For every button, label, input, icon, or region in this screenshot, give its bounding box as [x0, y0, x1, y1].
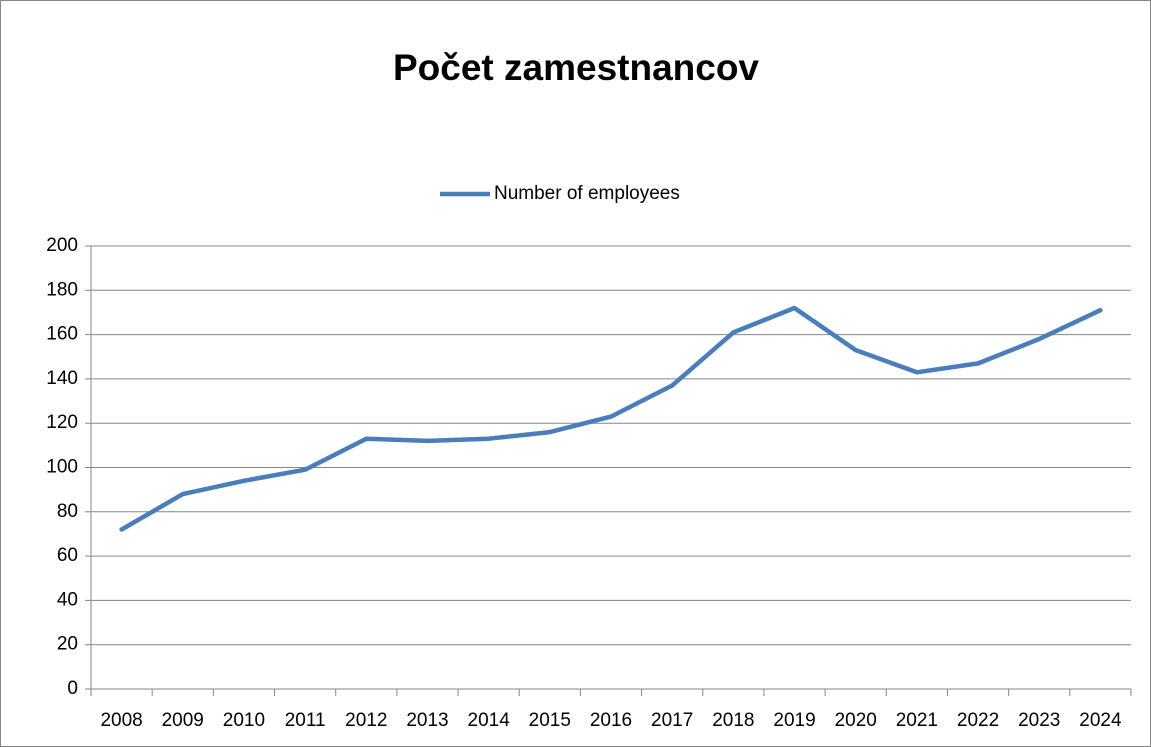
- x-tick-label: 2012: [345, 710, 387, 731]
- legend-label: Number of employees: [494, 183, 680, 204]
- y-tick-label: 20: [57, 634, 78, 655]
- x-tick-label: 2020: [835, 710, 877, 731]
- y-tick-label: 160: [46, 324, 78, 345]
- x-tick-label: 2024: [1079, 710, 1122, 731]
- x-tick-label: 2016: [590, 710, 632, 731]
- x-tick-label: 2022: [957, 710, 999, 731]
- x-tick-label: 2018: [712, 710, 754, 731]
- x-tick-label: 2008: [100, 710, 142, 731]
- y-tick-label: 140: [46, 368, 78, 389]
- x-tick-label: 2023: [1018, 710, 1060, 731]
- chart-title: Počet zamestnancov: [393, 47, 759, 88]
- x-tick-label: 2010: [223, 710, 265, 731]
- x-tick-label: 2011: [285, 710, 326, 731]
- data-line: [119, 305, 1103, 532]
- y-tick-label: 60: [57, 545, 78, 566]
- y-tick-label: 120: [46, 412, 78, 433]
- y-tick-label: 200: [46, 235, 78, 256]
- y-tick-label: 100: [46, 457, 78, 478]
- x-tick-label: 2021: [896, 710, 938, 731]
- x-tick-label: 2015: [529, 710, 571, 731]
- x-tick-label: 2017: [651, 710, 693, 731]
- y-tick-label: 40: [57, 589, 78, 610]
- x-tick-label: 2019: [773, 710, 815, 731]
- x-tick-label: 2013: [406, 710, 448, 731]
- y-tick-label: 80: [57, 501, 78, 522]
- x-tick-label: 2009: [162, 710, 204, 731]
- x-tick-label: 2014: [468, 710, 511, 731]
- y-tick-label: 180: [46, 279, 78, 300]
- y-tick-label: 0: [67, 678, 78, 699]
